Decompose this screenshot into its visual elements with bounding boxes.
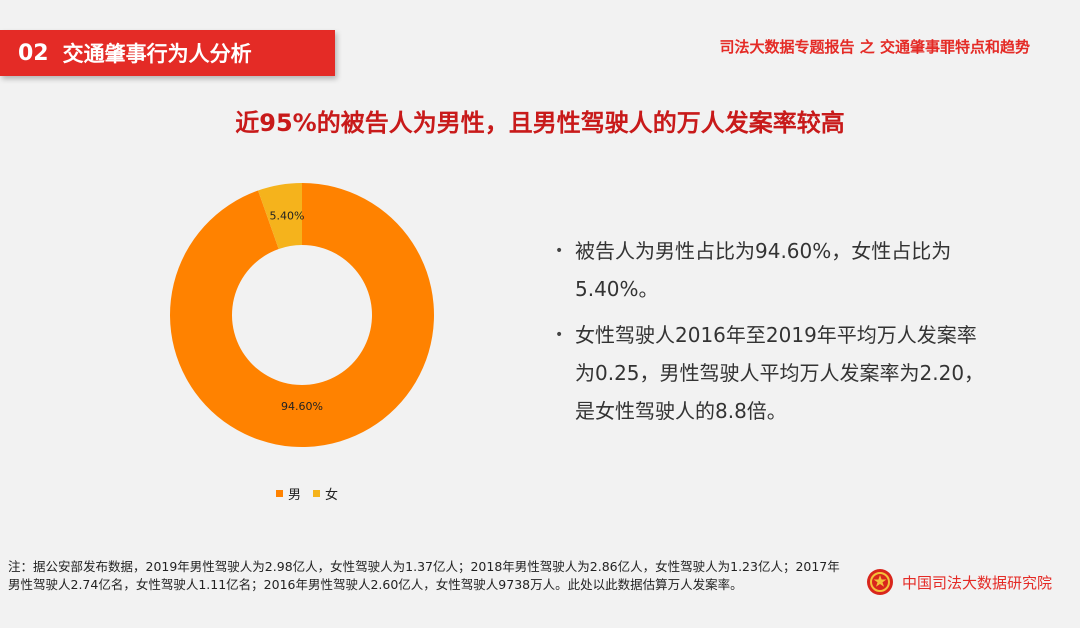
org-logo: 中国司法大数据研究院 [866, 568, 1052, 596]
headline: 近95%的被告人为男性，且男性驾驶人的万人发案率较高 [235, 109, 845, 137]
bullet-text: 女性驾驶人2016年至2019年平均万人发案率为0.25，男性驾驶人平均万人发案… [575, 323, 985, 423]
legend-label-male: 男 [288, 488, 302, 503]
bullet-item: • 女性驾驶人2016年至2019年平均万人发案率为0.25，男性驾驶人平均万人… [555, 316, 995, 430]
legend-item-male: 男 [276, 484, 301, 503]
chart-legend: 男 女 [276, 484, 350, 503]
bullet-dot-icon: • [555, 243, 564, 259]
report-title: 司法大数据专题报告 之 交通肇事罪特点和趋势 [719, 38, 1030, 56]
legend-item-female: 女 [313, 484, 338, 503]
footnote: 注：据公安部发布数据，2019年男性驾驶人为2.98亿人，女性驾驶人为1.37亿… [8, 559, 840, 592]
slice-female [258, 183, 302, 249]
bullet-dot-icon: • [555, 327, 564, 343]
legend-swatch-female [313, 490, 321, 497]
bullet-item: • 被告人为男性占比为94.60%，女性占比为5.40%。 [555, 232, 995, 308]
legend-label-female: 女 [325, 488, 339, 503]
section-number: 02 [18, 40, 49, 66]
section-title: 交通肇事行为人分析 [62, 42, 252, 66]
bullet-list: • 被告人为男性占比为94.60%，女性占比为5.40%。 • 女性驾驶人201… [555, 232, 995, 438]
slice-male [170, 183, 435, 447]
data-label-male: 94.60% [281, 400, 323, 413]
section-tab: 02 交通肇事行为人分析 [0, 30, 335, 76]
donut-chart: 94.60% 5.40% [170, 183, 435, 447]
data-label-female: 5.40% [269, 209, 304, 222]
bullet-text: 被告人为男性占比为94.60%，女性占比为5.40%。 [575, 239, 952, 301]
legend-swatch-male [276, 490, 283, 497]
org-name: 中国司法大数据研究院 [902, 573, 1053, 592]
national-emblem-icon [867, 569, 893, 595]
